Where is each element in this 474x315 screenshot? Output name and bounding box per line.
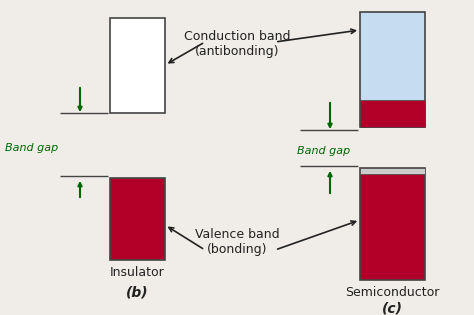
Bar [110,18,165,113]
Bar [110,178,165,260]
Text: Valence band
(bonding): Valence band (bonding) [195,228,279,256]
Text: Semiconductor: Semiconductor [345,285,439,299]
Bar [360,12,425,127]
Bar [360,168,425,174]
Bar [360,168,425,280]
Text: (c): (c) [382,301,402,315]
Text: Band gap: Band gap [297,146,350,156]
Text: Conduction band
(antibonding): Conduction band (antibonding) [184,30,290,58]
Text: (b): (b) [126,286,148,300]
Text: Insulator: Insulator [109,266,164,278]
Text: Band gap: Band gap [5,143,58,153]
Bar [360,100,425,127]
